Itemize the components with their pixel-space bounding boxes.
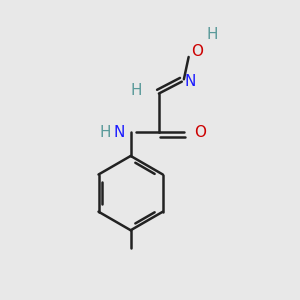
Text: H: H [130,83,142,98]
Text: H: H [100,125,111,140]
Text: H: H [206,27,218,42]
Text: N: N [185,74,196,89]
Text: O: O [194,125,206,140]
Text: O: O [191,44,203,59]
Text: N: N [113,125,125,140]
